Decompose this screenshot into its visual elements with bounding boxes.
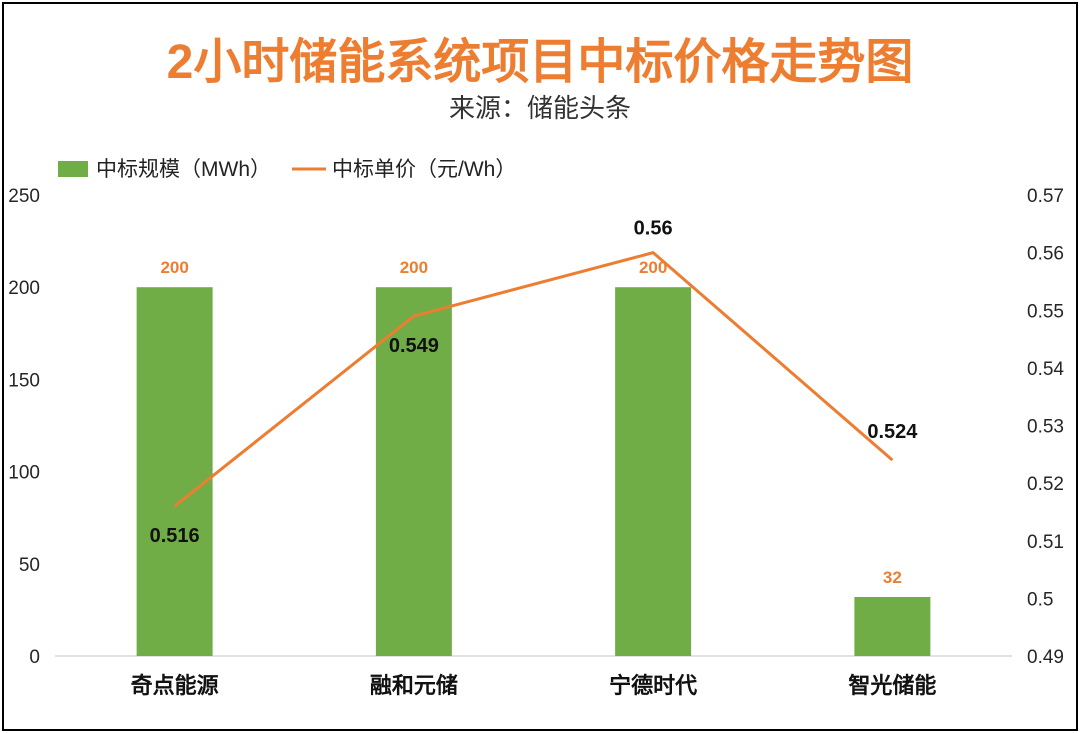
bar [615,287,692,656]
y-left-tick-label: 100 [8,463,40,484]
chart-title: 2小时储能系统项目中标价格走势图 [167,36,914,89]
y-right-tick-label: 0.52 [1027,474,1064,495]
bar [854,596,931,656]
legend-swatch-bar [58,161,88,177]
y-left-tick-label: 50 [19,555,40,576]
price-line [173,251,894,508]
y-right-tick-label: 0.5 [1027,589,1053,610]
legend-label-line: 中标单价（元/Wh） [332,158,516,181]
y-left-tick-label: 150 [8,370,40,391]
legend-label-bar: 中标规模（MWh） [96,158,271,181]
y-right-tick-label: 0.49 [1027,647,1064,668]
line-value-label: 0.56 [634,218,673,240]
y-right-tick-label: 0.54 [1027,359,1064,380]
y-right-tick-label: 0.51 [1027,532,1064,553]
bar-value-label: 200 [160,258,188,277]
category-label: 宁德时代 [609,673,697,698]
bar [375,287,452,656]
y-right-tick-label: 0.55 [1027,301,1064,322]
category-label: 智光储能 [848,673,936,698]
category-label: 奇点能源 [131,673,219,698]
line-value-label: 0.524 [867,421,918,443]
y-right-tick-label: 0.53 [1027,417,1064,438]
bar-value-label: 200 [400,258,428,277]
category-label: 融和元储 [370,673,458,698]
bar-value-label: 32 [883,568,902,587]
bar [136,287,213,656]
chart-subtitle: 来源：储能头条 [449,93,631,123]
y-left-tick-label: 0 [29,647,40,668]
y-left-tick-label: 200 [8,278,40,299]
bar-value-label: 200 [639,258,667,277]
y-right-tick-label: 0.56 [1027,244,1064,265]
y-right-tick-label: 0.57 [1027,186,1064,207]
line-value-label: 0.549 [389,335,439,357]
y-left-tick-label: 250 [8,186,40,207]
line-value-label: 0.516 [150,525,200,547]
